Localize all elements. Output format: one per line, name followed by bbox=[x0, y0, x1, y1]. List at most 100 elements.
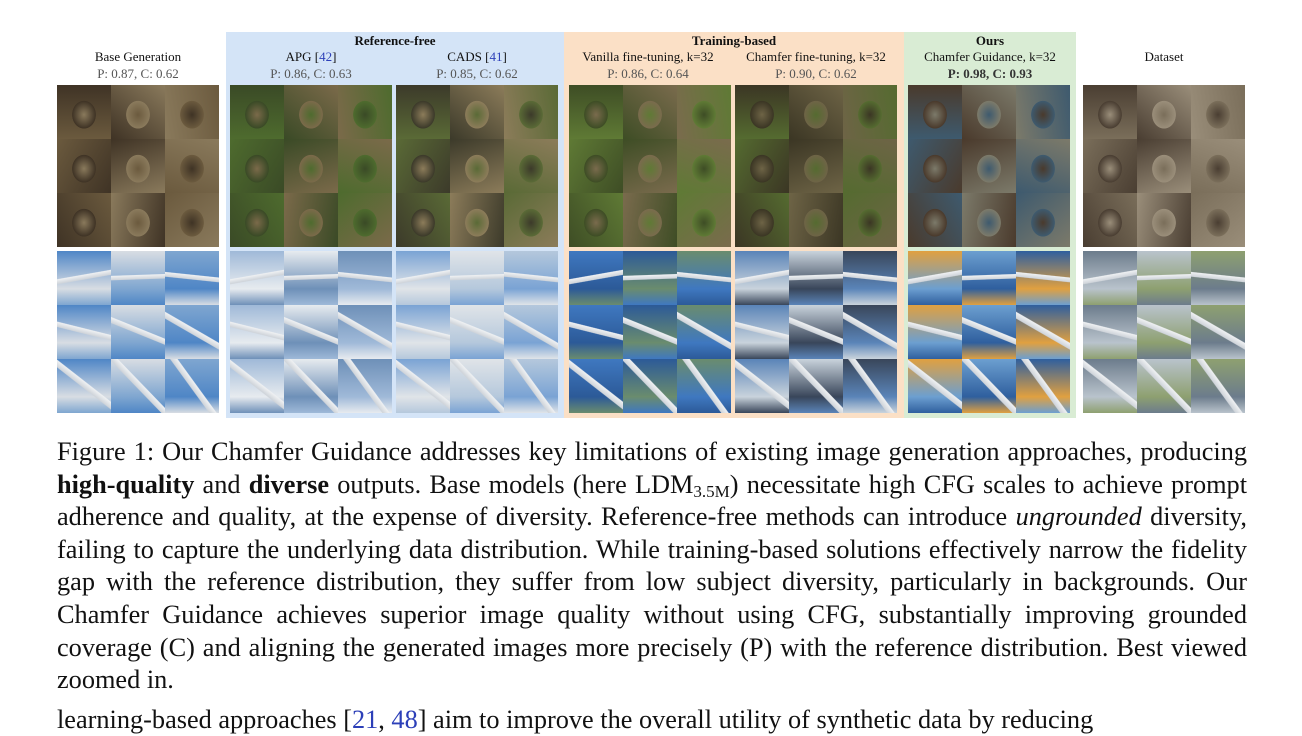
generated-image bbox=[623, 305, 677, 359]
metric-vanilla: P: 0.86, C: 0.64 bbox=[607, 66, 689, 81]
airplane-image-grid bbox=[1083, 251, 1245, 413]
generated-image bbox=[284, 251, 338, 305]
generated-image bbox=[908, 305, 962, 359]
generated-image bbox=[1191, 305, 1245, 359]
generated-image bbox=[338, 305, 392, 359]
metric-cads: P: 0.85, C: 0.62 bbox=[436, 66, 518, 81]
generated-image bbox=[962, 359, 1016, 413]
generated-image bbox=[1016, 85, 1070, 139]
airplane-image-grid bbox=[735, 251, 897, 413]
ferret-image-grid bbox=[230, 85, 392, 247]
generated-image bbox=[623, 251, 677, 305]
generated-image bbox=[165, 85, 219, 139]
generated-image bbox=[396, 359, 450, 413]
generated-image bbox=[1191, 251, 1245, 305]
generated-image bbox=[569, 193, 623, 247]
generated-image bbox=[1016, 305, 1070, 359]
generated-image bbox=[230, 359, 284, 413]
generated-image bbox=[735, 359, 789, 413]
generated-image bbox=[1016, 251, 1070, 305]
generated-image bbox=[230, 193, 284, 247]
generated-image bbox=[396, 251, 450, 305]
generated-image bbox=[677, 193, 731, 247]
generated-image bbox=[450, 139, 504, 193]
ferret-image-grid bbox=[569, 85, 731, 247]
generated-image bbox=[789, 251, 843, 305]
generated-image bbox=[962, 305, 1016, 359]
generated-image bbox=[504, 85, 558, 139]
generated-image bbox=[450, 251, 504, 305]
generated-image bbox=[165, 305, 219, 359]
generated-image bbox=[623, 193, 677, 247]
generated-image bbox=[230, 305, 284, 359]
generated-image bbox=[569, 359, 623, 413]
citation-link[interactable]: 48 bbox=[391, 705, 418, 734]
generated-image bbox=[623, 139, 677, 193]
generated-image bbox=[677, 359, 731, 413]
generated-image bbox=[677, 251, 731, 305]
generated-image bbox=[504, 139, 558, 193]
generated-image bbox=[962, 193, 1016, 247]
metric-chamfer-ft: P: 0.90, C: 0.62 bbox=[775, 66, 857, 81]
generated-image bbox=[843, 85, 897, 139]
citation-link[interactable]: 21 bbox=[351, 705, 379, 734]
generated-image bbox=[338, 139, 392, 193]
generated-image bbox=[1191, 359, 1245, 413]
generated-image bbox=[1083, 359, 1137, 413]
generated-image bbox=[396, 139, 450, 193]
generated-image bbox=[1016, 193, 1070, 247]
generated-image bbox=[1083, 193, 1137, 247]
generated-image bbox=[165, 139, 219, 193]
group-title-ours: Ours bbox=[975, 33, 1005, 48]
metric-ours: P: 0.98, C: 0.93 bbox=[947, 66, 1033, 81]
generated-image bbox=[504, 193, 558, 247]
generated-image bbox=[230, 139, 284, 193]
generated-image bbox=[735, 139, 789, 193]
generated-image bbox=[338, 193, 392, 247]
figure-caption: Figure 1: Our Chamfer Guidance addresses… bbox=[57, 437, 1248, 695]
generated-image bbox=[504, 359, 558, 413]
airplane-image-grid bbox=[908, 251, 1070, 413]
ferret-image-grid bbox=[735, 85, 897, 247]
generated-image bbox=[1083, 85, 1137, 139]
generated-image bbox=[569, 251, 623, 305]
generated-image bbox=[57, 359, 111, 413]
generated-image bbox=[789, 305, 843, 359]
generated-image bbox=[57, 85, 111, 139]
generated-image bbox=[284, 193, 338, 247]
generated-image bbox=[1191, 85, 1245, 139]
group-title-training-based: Training-based bbox=[691, 33, 777, 48]
ferret-image-grid bbox=[396, 85, 558, 247]
generated-image bbox=[165, 193, 219, 247]
generated-image bbox=[504, 251, 558, 305]
generated-image bbox=[843, 139, 897, 193]
generated-image bbox=[677, 139, 731, 193]
generated-image bbox=[735, 305, 789, 359]
column-title-vanilla: Vanilla fine-tuning, k=32 bbox=[582, 49, 714, 64]
generated-image bbox=[111, 305, 165, 359]
generated-image bbox=[57, 139, 111, 193]
ferret-image-grid bbox=[57, 85, 219, 247]
airplane-image-grid bbox=[57, 251, 219, 413]
generated-image bbox=[1137, 193, 1191, 247]
generated-image bbox=[789, 359, 843, 413]
generated-image bbox=[284, 305, 338, 359]
airplane-image-grid bbox=[230, 251, 392, 413]
generated-image bbox=[1191, 193, 1245, 247]
generated-image bbox=[230, 85, 284, 139]
generated-image bbox=[1137, 305, 1191, 359]
generated-image bbox=[962, 139, 1016, 193]
generated-image bbox=[338, 85, 392, 139]
generated-image bbox=[843, 251, 897, 305]
generated-image bbox=[623, 85, 677, 139]
generated-image bbox=[1083, 305, 1137, 359]
generated-image bbox=[1137, 85, 1191, 139]
generated-image bbox=[57, 251, 111, 305]
generated-image bbox=[677, 85, 731, 139]
generated-image bbox=[165, 251, 219, 305]
generated-image bbox=[843, 193, 897, 247]
generated-image bbox=[962, 251, 1016, 305]
group-title-reference-free: Reference-free bbox=[354, 33, 436, 48]
generated-image bbox=[450, 305, 504, 359]
ferret-image-grid bbox=[1083, 85, 1245, 247]
